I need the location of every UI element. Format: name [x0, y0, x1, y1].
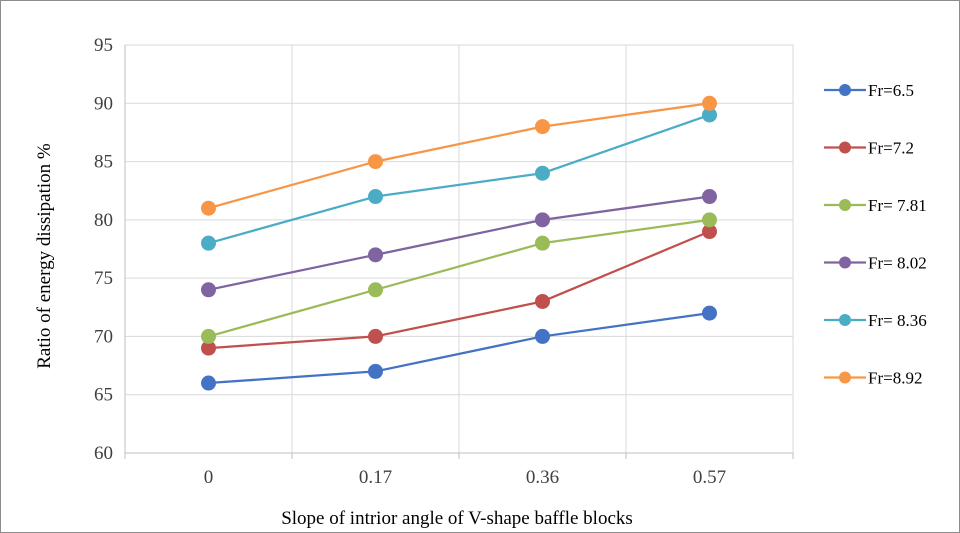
y-tick-label: 60	[94, 443, 113, 464]
series-line	[208, 218, 710, 338]
y-tick-label: 90	[94, 93, 113, 114]
legend-marker	[839, 199, 851, 211]
data-point	[535, 212, 550, 228]
data-point	[368, 189, 383, 205]
legend-marker	[839, 84, 851, 96]
data-point	[702, 305, 717, 321]
grid-lines	[125, 44, 794, 453]
data-point	[201, 235, 216, 251]
data-point	[702, 189, 717, 205]
data-point	[368, 247, 383, 263]
data-point	[702, 95, 717, 111]
x-tick-labels: 0 0.17 0.36 0.57	[204, 467, 726, 488]
legend-item: Fr=8.92	[824, 369, 922, 388]
series-line	[208, 230, 710, 350]
legend-item: Fr= 8.02	[824, 254, 927, 273]
legend-item: Fr= 7.81	[824, 196, 927, 215]
data-point	[535, 328, 550, 344]
data-point	[201, 282, 216, 298]
data-point	[201, 200, 216, 216]
series-4	[201, 189, 717, 298]
legend-marker	[839, 314, 851, 326]
data-point	[368, 363, 383, 379]
y-tick-label: 75	[94, 268, 113, 289]
legend-label: Fr= 7.81	[868, 196, 927, 215]
legend-item: Fr=6.5	[824, 81, 914, 100]
data-point	[368, 282, 383, 298]
series-line	[208, 113, 710, 245]
series-line	[208, 312, 710, 385]
x-tick-label: 0.36	[526, 467, 559, 488]
x-tick-label: 0	[204, 467, 214, 488]
x-axis-title: Slope of intrior angle of V-shape baffle…	[281, 508, 633, 529]
y-tick-label: 85	[94, 152, 113, 173]
legend-label: Fr= 8.02	[868, 254, 927, 273]
data-point	[535, 293, 550, 309]
series-2	[201, 224, 717, 356]
axes	[124, 45, 794, 459]
data-point	[535, 235, 550, 251]
legend-marker	[839, 141, 851, 154]
y-axis-title: Ratio of energy dissipation %	[34, 143, 55, 369]
data-point	[368, 154, 383, 170]
series-line	[208, 195, 710, 291]
legend-marker	[839, 256, 851, 269]
data-point	[368, 328, 383, 344]
legend-label: Fr=6.5	[868, 81, 914, 100]
series-5	[201, 107, 717, 251]
y-tick-label: 80	[94, 210, 113, 231]
data-point	[702, 212, 717, 228]
data-point	[201, 375, 216, 391]
x-tick-label: 0.57	[693, 467, 726, 488]
legend: Fr=6.5 Fr=7.2 Fr= 7.81 Fr= 8.02 Fr= 8.36 Fr=8…	[824, 81, 927, 388]
legend-item: Fr=7.2	[824, 139, 914, 158]
x-tick-label: 0.17	[359, 467, 392, 488]
data-point	[201, 328, 216, 344]
y-tick-label: 70	[94, 326, 113, 347]
series-6	[201, 95, 717, 216]
series-line	[208, 102, 710, 210]
legend-label: Fr= 8.36	[868, 311, 927, 330]
y-tick-labels: 60 65 70 75 80 85 90 95	[94, 35, 113, 464]
legend-item: Fr= 8.36	[824, 311, 927, 330]
y-tick-label: 65	[94, 385, 113, 406]
legend-marker	[839, 371, 851, 384]
legend-label: Fr=7.2	[868, 139, 914, 158]
data-point	[535, 165, 550, 181]
series-lines	[201, 95, 717, 391]
series-1	[201, 305, 717, 391]
y-tick-label: 95	[94, 35, 113, 56]
legend-label: Fr=8.92	[868, 369, 922, 388]
data-point	[535, 119, 550, 135]
series-3	[201, 212, 717, 344]
